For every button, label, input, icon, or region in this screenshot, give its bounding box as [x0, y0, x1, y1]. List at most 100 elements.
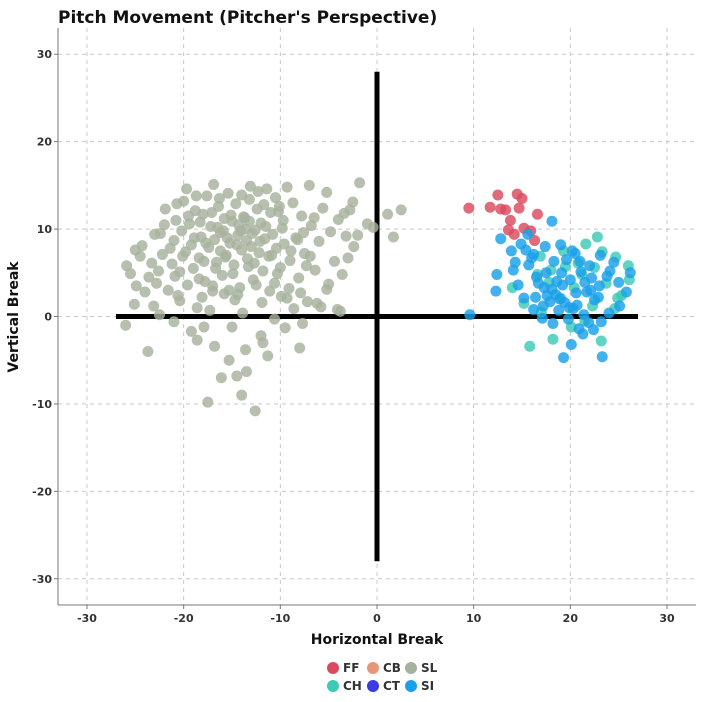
- point-si: [562, 313, 574, 325]
- y-tick-label: -20: [32, 485, 52, 498]
- point-si: [556, 267, 568, 279]
- point-sl: [236, 389, 248, 401]
- point-si: [464, 309, 476, 321]
- point-sl: [256, 297, 268, 309]
- axes: [54, 28, 696, 609]
- point-si: [546, 283, 558, 295]
- point-sl: [194, 216, 206, 228]
- point-si: [554, 293, 566, 305]
- point-sl: [158, 219, 170, 231]
- point-sl: [271, 268, 283, 280]
- point-si: [539, 241, 551, 253]
- point-sl: [269, 277, 281, 289]
- point-sl: [287, 197, 299, 209]
- point-si: [558, 352, 570, 364]
- y-tick-label: 30: [37, 48, 53, 61]
- point-si: [601, 270, 613, 282]
- point-sl: [201, 190, 213, 202]
- x-tick-label: 0: [373, 612, 381, 625]
- point-sl: [315, 301, 327, 313]
- point-sl: [249, 405, 261, 417]
- y-tick-label: 10: [37, 223, 53, 236]
- point-sl: [130, 280, 142, 292]
- point-ff: [463, 202, 475, 214]
- point-sl: [204, 304, 216, 316]
- point-sl: [296, 210, 308, 222]
- point-si: [553, 304, 565, 316]
- point-sl: [347, 196, 359, 208]
- point-sl: [323, 278, 335, 290]
- point-si: [537, 300, 549, 312]
- point-ff: [484, 201, 496, 213]
- point-sl: [283, 283, 295, 295]
- point-sl: [248, 257, 260, 269]
- point-sl: [146, 257, 158, 269]
- point-sl: [288, 303, 300, 315]
- point-si: [547, 317, 559, 329]
- x-tick-label: 30: [659, 612, 675, 625]
- point-sl: [279, 322, 291, 334]
- point-sl: [206, 206, 218, 218]
- point-sl: [210, 262, 222, 274]
- y-tick-label: 0: [44, 311, 52, 324]
- point-si: [546, 215, 558, 227]
- point-sl: [182, 279, 194, 291]
- point-sl: [193, 273, 205, 285]
- point-sl: [382, 208, 394, 220]
- x-tick-label: -10: [270, 612, 290, 625]
- point-si: [595, 316, 607, 328]
- point-ff: [504, 214, 516, 226]
- point-si: [560, 254, 572, 266]
- point-sl: [228, 259, 240, 271]
- point-sl: [169, 270, 181, 282]
- point-si: [620, 286, 632, 298]
- point-sl: [129, 244, 141, 256]
- x-tick-label: 20: [563, 612, 579, 625]
- point-sl: [162, 284, 174, 296]
- point-sl: [207, 280, 219, 292]
- point-si: [614, 300, 626, 312]
- point-sl: [237, 307, 249, 319]
- point-sl: [226, 321, 238, 333]
- point-sl: [125, 268, 136, 280]
- point-sl: [295, 287, 307, 299]
- legend-label-ct: CT: [383, 679, 401, 693]
- point-sl: [309, 264, 321, 276]
- point-sl: [164, 242, 176, 254]
- point-sl: [257, 337, 269, 349]
- point-ch: [580, 238, 592, 250]
- point-si: [522, 228, 534, 240]
- point-sl: [267, 228, 279, 240]
- point-ch: [524, 340, 536, 352]
- point-sl: [304, 250, 316, 262]
- point-si: [596, 351, 608, 363]
- legend-swatch-sl: [405, 662, 417, 674]
- point-si: [555, 239, 567, 251]
- point-ff: [508, 228, 520, 240]
- point-sl: [185, 325, 197, 337]
- point-sl: [395, 204, 407, 216]
- scatter-points: [120, 177, 636, 417]
- point-sl: [303, 179, 315, 191]
- point-sl: [352, 229, 364, 241]
- x-tick-label: -20: [174, 612, 194, 625]
- point-sl: [298, 227, 310, 239]
- point-sl: [166, 258, 178, 270]
- point-sl: [151, 277, 163, 289]
- x-tick-label: 10: [466, 612, 482, 625]
- point-sl: [317, 202, 329, 214]
- point-sl: [239, 212, 251, 224]
- point-si: [593, 280, 605, 292]
- legend: FF CB SL CH CT SI: [327, 661, 438, 693]
- point-si: [573, 323, 585, 335]
- point-sl: [269, 313, 281, 325]
- point-sl: [139, 286, 151, 298]
- point-sl: [261, 183, 273, 195]
- point-sl: [340, 230, 352, 242]
- legend-label-si: SI: [421, 679, 434, 693]
- point-sl: [246, 227, 258, 239]
- point-sl: [264, 285, 276, 297]
- point-sl: [281, 181, 293, 193]
- point-sl: [387, 231, 399, 243]
